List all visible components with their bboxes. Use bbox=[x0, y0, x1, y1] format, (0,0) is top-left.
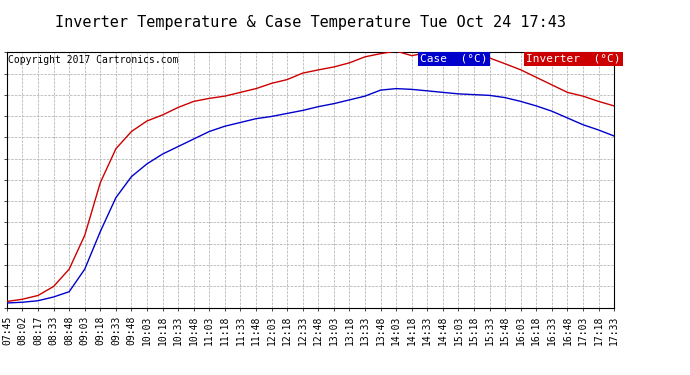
Text: Inverter  (°C): Inverter (°C) bbox=[526, 54, 620, 64]
Text: Copyright 2017 Cartronics.com: Copyright 2017 Cartronics.com bbox=[8, 55, 178, 65]
Text: Inverter Temperature & Case Temperature Tue Oct 24 17:43: Inverter Temperature & Case Temperature … bbox=[55, 15, 566, 30]
Text: Case  (°C): Case (°C) bbox=[420, 54, 487, 64]
